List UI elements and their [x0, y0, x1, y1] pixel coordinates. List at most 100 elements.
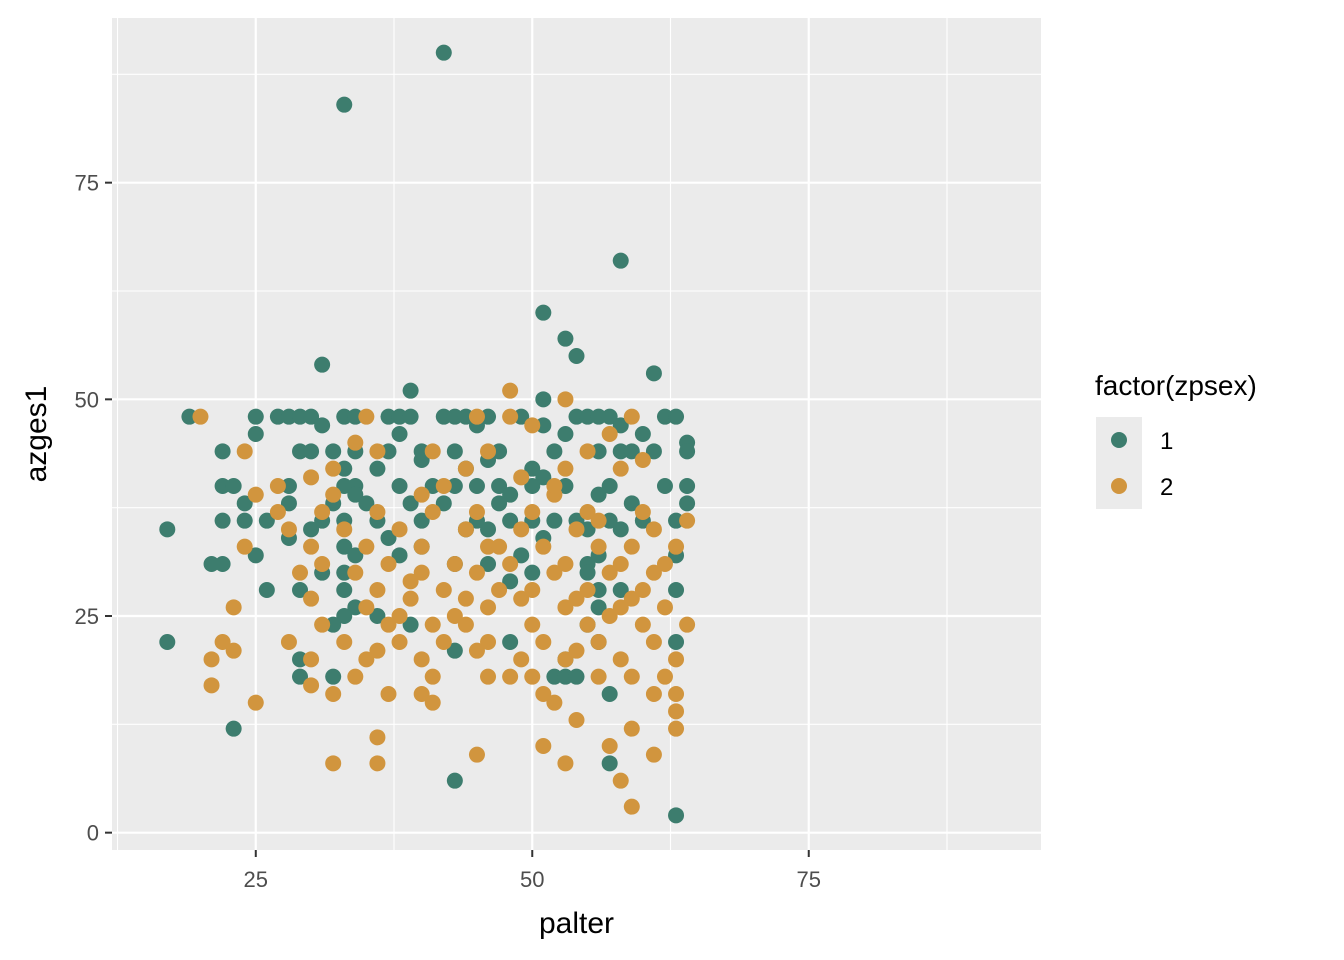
data-point-series-1: [336, 408, 353, 425]
data-point-series-2: [457, 616, 474, 633]
data-point-series-2: [568, 642, 585, 659]
data-point-series-2: [480, 599, 497, 616]
data-point-series-2: [457, 590, 474, 607]
data-point-series-2: [325, 486, 342, 503]
data-point-series-2: [325, 686, 342, 702]
data-point-series-1: [336, 538, 353, 555]
data-point-series-2: [634, 504, 651, 520]
data-point-series-2: [634, 452, 651, 468]
data-point-series-1: [668, 512, 685, 529]
data-point-series-1: [435, 408, 452, 425]
data-point-series-1: [446, 478, 463, 494]
data-point-series-2: [557, 651, 574, 668]
data-point-series-1: [502, 634, 519, 650]
data-point-series-2: [303, 469, 320, 486]
data-point-series-2: [468, 642, 485, 659]
data-point-series-1: [480, 521, 497, 538]
data-point-series-2: [668, 703, 685, 720]
data-point-series-1: [656, 408, 673, 425]
legend-label-2: 2: [1160, 474, 1173, 501]
data-point-series-2: [612, 599, 629, 616]
data-point-series-2: [557, 556, 574, 572]
data-point-series-2: [535, 538, 552, 555]
data-point-series-2: [236, 538, 253, 555]
data-point-series-1: [568, 408, 585, 425]
data-point-series-1: [623, 443, 640, 460]
data-point-series-2: [524, 582, 541, 598]
data-point-series-2: [424, 694, 441, 711]
data-point-series-2: [424, 443, 441, 460]
legend-label-1: 1: [1160, 428, 1173, 455]
data-point-series-1: [292, 668, 309, 685]
data-point-series-1: [214, 443, 231, 460]
data-point-series-1: [325, 668, 342, 685]
data-point-series-2: [524, 504, 541, 520]
data-point-series-1: [280, 478, 297, 494]
data-point-series-2: [424, 668, 441, 685]
data-point-series-2: [502, 556, 519, 572]
data-point-series-1: [435, 44, 452, 61]
data-point-series-1: [236, 495, 253, 512]
data-point-series-1: [269, 408, 286, 425]
data-point-series-2: [590, 634, 607, 650]
data-point-series-2: [568, 590, 585, 607]
data-point-series-2: [623, 408, 640, 425]
data-point-series-1: [391, 478, 408, 494]
data-point-series-2: [668, 538, 685, 555]
data-point-series-1: [369, 608, 386, 624]
data-point-series-1: [303, 408, 320, 425]
data-point-series-2: [192, 408, 209, 425]
data-point-series-1: [491, 495, 508, 512]
data-point-series-2: [369, 443, 386, 460]
data-point-series-2: [402, 573, 419, 590]
data-point-series-1: [656, 478, 673, 494]
y-axis-title: azges1: [20, 386, 53, 483]
data-point-series-2: [413, 538, 430, 555]
data-point-series-2: [292, 564, 309, 581]
data-point-series-2: [269, 478, 286, 494]
data-point-series-2: [446, 608, 463, 624]
data-point-series-1: [634, 426, 651, 442]
data-point-series-2: [380, 616, 397, 633]
data-point-series-1: [679, 478, 696, 494]
data-point-series-1: [314, 417, 331, 434]
data-point-series-1: [601, 408, 618, 425]
data-point-series-2: [480, 443, 497, 460]
data-point-series-1: [546, 668, 563, 685]
data-point-series-1: [502, 573, 519, 590]
data-point-series-2: [679, 512, 696, 529]
data-point-series-1: [524, 478, 541, 494]
data-point-series-1: [280, 408, 297, 425]
data-point-series-1: [645, 443, 662, 460]
data-point-series-2: [391, 521, 408, 538]
data-point-series-2: [468, 746, 485, 763]
data-point-series-2: [535, 738, 552, 754]
data-point-series-2: [623, 668, 640, 685]
data-point-series-2: [568, 712, 585, 728]
data-point-series-2: [457, 521, 474, 538]
data-point-series-2: [336, 634, 353, 650]
data-point-series-2: [413, 651, 430, 668]
data-point-series-2: [502, 408, 519, 425]
data-point-series-2: [612, 651, 629, 668]
legend: factor(zpsex) 12: [1095, 370, 1257, 509]
data-point-series-1: [159, 634, 176, 650]
data-point-series-2: [413, 686, 430, 702]
data-point-series-2: [601, 738, 618, 754]
data-point-series-2: [524, 668, 541, 685]
data-point-series-1: [347, 599, 364, 616]
data-point-series-2: [590, 668, 607, 685]
data-point-series-1: [181, 408, 198, 425]
data-point-series-2: [347, 564, 364, 581]
data-point-series-2: [358, 651, 375, 668]
data-point-series-1: [668, 582, 685, 598]
data-point-series-1: [590, 486, 607, 503]
data-point-series-1: [546, 443, 563, 460]
data-point-series-2: [236, 443, 253, 460]
data-point-series-1: [579, 408, 596, 425]
data-point-series-2: [314, 504, 331, 520]
data-point-series-1: [402, 495, 419, 512]
axis-ticks: [105, 181, 810, 857]
data-point-series-2: [645, 564, 662, 581]
data-point-series-1: [513, 408, 530, 425]
